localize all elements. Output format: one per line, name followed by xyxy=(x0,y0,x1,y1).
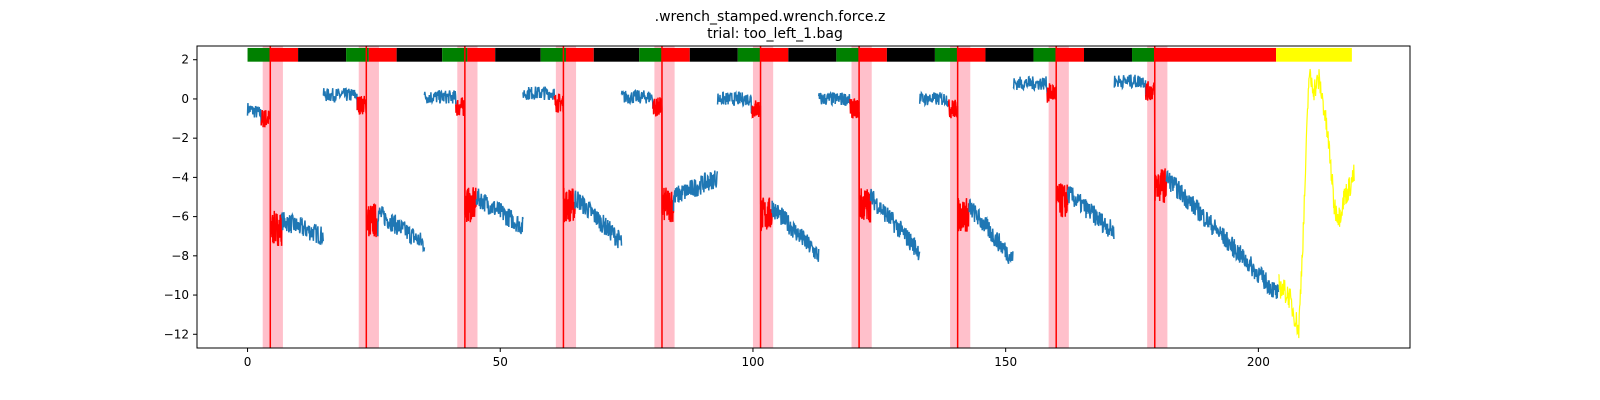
highlight-line-segment xyxy=(1144,81,1168,203)
series-line-segment xyxy=(672,170,719,212)
series-line-segment xyxy=(522,86,556,101)
y-tick-label: −10 xyxy=(164,288,189,302)
y-tick-label: −6 xyxy=(171,210,189,224)
status-segment-green xyxy=(836,47,860,62)
series-line-segment xyxy=(1113,74,1147,95)
status-segment-black xyxy=(886,47,935,62)
x-tick-label: 50 xyxy=(493,355,508,369)
series-line-segment xyxy=(968,198,1014,264)
series-line-segment xyxy=(1012,75,1048,94)
contact-span xyxy=(262,46,283,348)
status-segment-green xyxy=(737,47,761,62)
status-bar xyxy=(247,47,1352,62)
series-line-segment xyxy=(377,206,426,253)
status-segment-green xyxy=(1033,47,1057,62)
series-line-segment xyxy=(322,87,358,111)
status-segment-yellow xyxy=(1276,47,1352,62)
y-tick-label: 2 xyxy=(181,53,189,67)
status-segment-black xyxy=(298,47,347,62)
x-tick-label: 200 xyxy=(1247,355,1270,369)
status-segment-red xyxy=(1056,47,1085,62)
series-line-segment xyxy=(1066,186,1115,240)
status-segment-red xyxy=(760,47,789,62)
x-tick-label: 150 xyxy=(994,355,1017,369)
status-segment-red xyxy=(1154,47,1277,62)
plot-frame xyxy=(196,45,1411,349)
y-tick-label: 0 xyxy=(181,92,189,106)
series-line-segment xyxy=(1165,170,1280,299)
highlight-line-segment xyxy=(652,97,675,223)
series-line-segment xyxy=(771,200,820,262)
highlight-line-segment xyxy=(455,97,478,223)
axes: 0 50 100 150 200 2 0 −2 −4 −6 −8 −10 −12 xyxy=(164,53,1270,369)
y-tick-label: −4 xyxy=(171,170,189,184)
x-tick-label: 100 xyxy=(742,355,765,369)
highlight-line-segment xyxy=(849,98,872,223)
highlight-line-segment xyxy=(260,109,283,247)
highlight-line-segment xyxy=(947,99,970,232)
contact-spans xyxy=(262,46,1168,348)
series-line-segment xyxy=(574,190,623,249)
status-segment-black xyxy=(1084,47,1133,62)
status-segment-red xyxy=(270,47,299,62)
series-line-segment xyxy=(423,89,457,106)
highlight-line-segment xyxy=(356,95,379,238)
series-line-segment xyxy=(716,90,753,114)
chart-subtitle: trial: too_left_1.bag xyxy=(707,26,843,42)
status-segment-green xyxy=(346,47,369,62)
status-segment-black xyxy=(593,47,640,62)
series-line-segment xyxy=(475,188,524,235)
highlight-line-segment xyxy=(751,100,773,232)
status-segment-black xyxy=(396,47,443,62)
contact-span xyxy=(1147,46,1168,348)
series-line-segment xyxy=(918,90,950,108)
y-tick-label: −2 xyxy=(171,131,189,145)
contact-span xyxy=(752,46,774,348)
status-segment-green xyxy=(639,47,662,62)
series-line-segment xyxy=(281,212,324,246)
x-tick-label: 0 xyxy=(244,355,252,369)
status-segment-black xyxy=(689,47,738,62)
status-segment-black xyxy=(985,47,1034,62)
status-segment-red xyxy=(859,47,887,62)
y-tick-label: −8 xyxy=(171,249,189,263)
status-segment-green xyxy=(934,47,958,62)
status-segment-green xyxy=(247,47,271,62)
highlight-line-segment xyxy=(553,93,576,223)
status-segment-red xyxy=(661,47,690,62)
series-line-segment xyxy=(869,188,921,261)
status-segment-red xyxy=(957,47,986,62)
status-segment-green xyxy=(1132,47,1155,62)
status-segment-red xyxy=(368,47,397,62)
status-segment-red xyxy=(565,47,594,62)
chart-title: .wrench_stamped.wrench.force.z xyxy=(655,9,886,25)
series-line-segment xyxy=(620,89,654,109)
y-tick-label: −12 xyxy=(164,327,189,341)
series-line-segment xyxy=(817,90,851,108)
status-segment-black xyxy=(788,47,837,62)
series-lines xyxy=(246,68,1355,339)
status-segment-red xyxy=(467,47,496,62)
tail-line-segment xyxy=(1278,68,1355,339)
contact-span xyxy=(950,46,971,348)
status-segment-green xyxy=(442,47,468,62)
contact-markers xyxy=(269,46,1156,348)
series-line-segment xyxy=(246,103,262,126)
highlight-line-segment xyxy=(1046,83,1069,218)
status-segment-black xyxy=(495,47,541,62)
status-segment-green xyxy=(540,47,566,62)
contact-span xyxy=(358,46,379,348)
